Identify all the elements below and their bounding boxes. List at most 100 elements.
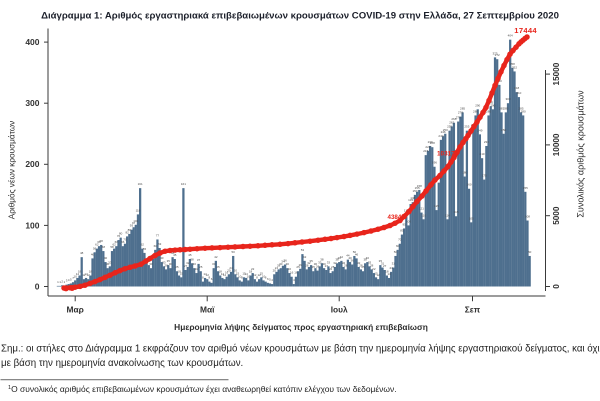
svg-text:110: 110	[421, 213, 426, 217]
svg-text:125: 125	[434, 204, 439, 208]
svg-text:26: 26	[316, 265, 320, 269]
svg-text:30: 30	[106, 262, 110, 266]
svg-text:58: 58	[110, 245, 114, 249]
svg-text:249: 249	[477, 128, 482, 132]
svg-text:100: 100	[25, 220, 39, 230]
svg-text:33: 33	[327, 260, 331, 264]
svg-text:56: 56	[93, 246, 97, 250]
svg-text:210: 210	[480, 152, 485, 156]
svg-text:400: 400	[25, 37, 39, 47]
svg-text:255: 255	[464, 125, 469, 129]
svg-text:40: 40	[348, 256, 352, 260]
svg-text:33: 33	[108, 260, 112, 264]
svg-text:30: 30	[193, 262, 197, 266]
svg-text:5000: 5000	[552, 206, 561, 225]
svg-text:70: 70	[123, 238, 127, 242]
svg-text:25: 25	[199, 265, 203, 269]
svg-text:Ιουλ: Ιουλ	[331, 305, 348, 315]
svg-text:27: 27	[325, 264, 329, 268]
svg-text:290: 290	[490, 103, 495, 107]
svg-text:22: 22	[195, 267, 199, 271]
svg-text:45: 45	[188, 253, 192, 257]
svg-text:6: 6	[211, 277, 213, 281]
svg-text:14: 14	[387, 272, 391, 276]
svg-text:0: 0	[552, 284, 561, 289]
svg-text:20: 20	[273, 268, 277, 272]
svg-text:32: 32	[307, 261, 311, 265]
svg-text:38: 38	[190, 257, 194, 261]
svg-text:48: 48	[171, 251, 175, 255]
svg-text:5: 5	[70, 277, 72, 281]
svg-text:6: 6	[267, 277, 269, 281]
svg-text:32: 32	[333, 261, 337, 265]
svg-text:262: 262	[449, 120, 454, 124]
svg-text:60: 60	[154, 244, 158, 248]
svg-text:17444: 17444	[514, 26, 537, 35]
svg-text:8: 8	[202, 276, 204, 280]
svg-text:14: 14	[84, 272, 88, 276]
svg-text:18: 18	[249, 270, 253, 274]
svg-text:158: 158	[417, 184, 422, 188]
svg-text:196: 196	[432, 161, 437, 165]
svg-text:14: 14	[244, 272, 248, 276]
svg-text:105: 105	[469, 216, 474, 220]
svg-text:62: 62	[95, 243, 99, 247]
svg-text:155: 155	[523, 186, 528, 190]
svg-text:63: 63	[158, 242, 162, 246]
svg-text:62: 62	[112, 243, 116, 247]
svg-text:93: 93	[130, 224, 134, 228]
svg-text:280: 280	[486, 109, 491, 113]
svg-text:36: 36	[283, 259, 287, 263]
svg-text:230: 230	[428, 140, 433, 144]
svg-text:Σεπ: Σεπ	[465, 305, 481, 315]
svg-text:310: 310	[516, 91, 521, 95]
svg-text:32: 32	[342, 261, 346, 265]
svg-text:30: 30	[286, 262, 290, 266]
svg-text:15: 15	[180, 271, 184, 275]
svg-text:12: 12	[257, 273, 261, 277]
svg-text:3: 3	[66, 279, 68, 283]
svg-text:18: 18	[385, 270, 389, 274]
svg-text:268: 268	[451, 117, 456, 121]
svg-text:22: 22	[372, 267, 376, 271]
svg-text:45: 45	[173, 253, 177, 257]
svg-text:10: 10	[238, 274, 242, 278]
svg-text:55: 55	[143, 247, 147, 251]
svg-text:60: 60	[396, 244, 400, 248]
svg-text:14: 14	[203, 272, 207, 276]
svg-text:30: 30	[322, 262, 326, 266]
svg-text:25: 25	[216, 265, 220, 269]
svg-text:290: 290	[475, 103, 480, 107]
svg-text:77: 77	[156, 233, 160, 237]
svg-text:48: 48	[80, 251, 84, 255]
svg-text:15: 15	[374, 271, 378, 275]
svg-text:24: 24	[389, 266, 393, 270]
svg-text:28: 28	[359, 263, 363, 267]
svg-text:40: 40	[160, 256, 164, 260]
svg-text:175: 175	[482, 174, 487, 178]
svg-text:14: 14	[76, 272, 80, 276]
svg-text:12: 12	[87, 273, 91, 277]
svg-text:70: 70	[398, 238, 402, 242]
svg-text:46: 46	[355, 252, 359, 256]
svg-text:121: 121	[419, 207, 424, 211]
svg-text:28: 28	[164, 263, 168, 267]
svg-text:246: 246	[441, 130, 446, 134]
svg-text:30: 30	[279, 262, 283, 266]
svg-text:404: 404	[508, 34, 513, 38]
svg-text:100: 100	[406, 219, 411, 223]
svg-text:318: 318	[514, 86, 519, 90]
svg-text:33: 33	[318, 260, 322, 264]
svg-text:135: 135	[408, 198, 413, 202]
svg-text:Διάγραμμα 1: Αριθμός εργαστηρι: Διάγραμμα 1: Αριθμός εργαστηριακά επιβεβ…	[41, 10, 559, 21]
svg-text:22: 22	[329, 267, 333, 271]
svg-text:8: 8	[241, 276, 243, 280]
svg-text:32: 32	[357, 261, 361, 265]
svg-text:4: 4	[293, 278, 295, 282]
svg-text:161: 161	[138, 182, 143, 186]
svg-text:66: 66	[97, 240, 101, 244]
svg-text:50: 50	[528, 250, 532, 254]
svg-text:31: 31	[381, 262, 385, 266]
svg-text:8: 8	[209, 276, 211, 280]
svg-text:40: 40	[366, 256, 370, 260]
